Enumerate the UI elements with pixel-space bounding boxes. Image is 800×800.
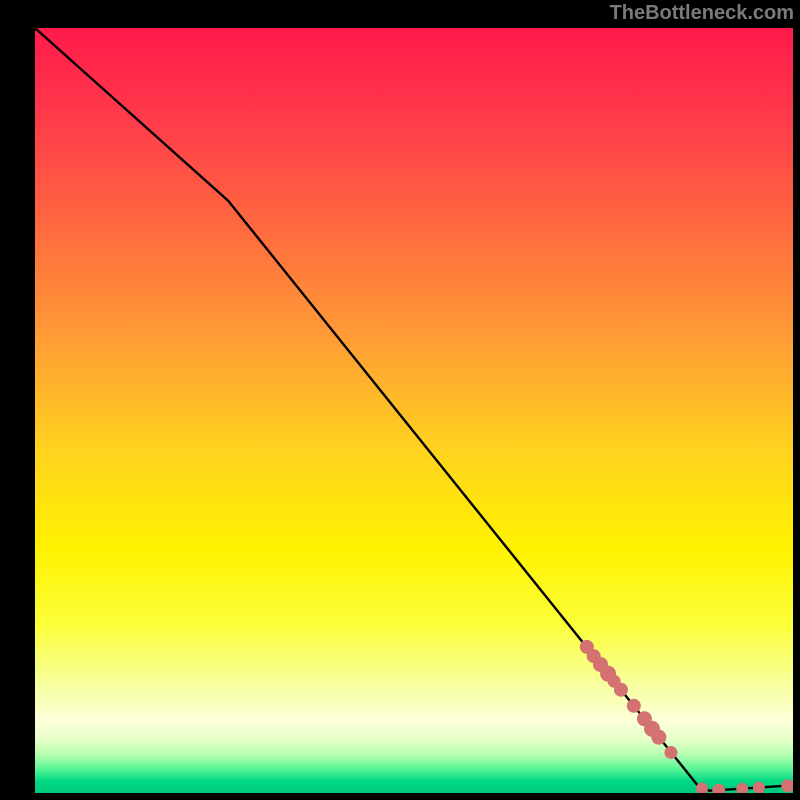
watermark: TheBottleneck.com <box>610 2 794 25</box>
scatter-point <box>664 746 677 759</box>
figure: TheBottleneck.com <box>0 0 800 800</box>
scatter-point <box>651 730 666 745</box>
plot-area <box>35 28 793 793</box>
scatter-point <box>627 699 641 713</box>
gradient-background <box>35 28 793 793</box>
scatter-point <box>614 683 628 697</box>
